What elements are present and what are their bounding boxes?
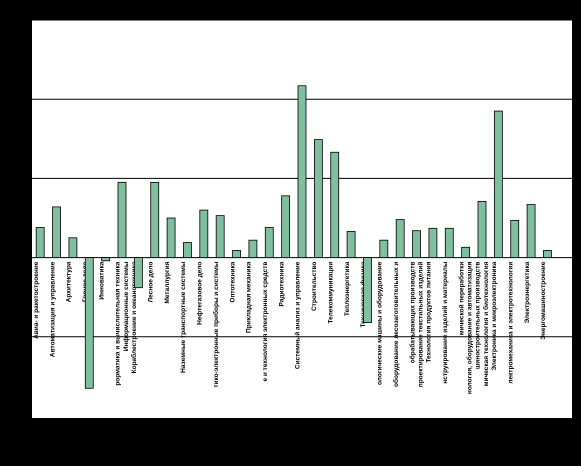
x-tick-label: ологические машины и оборудование — [376, 261, 384, 385]
bar — [412, 230, 421, 258]
bar — [215, 215, 225, 258]
x-tick-label: мической переработки — [457, 262, 465, 336]
x-tick-label: Радиотехника — [278, 261, 285, 306]
x-tick-label: лектромеханика и электротехнологии — [507, 262, 514, 384]
bar — [526, 204, 536, 258]
bar — [461, 246, 471, 259]
bar — [117, 181, 127, 258]
bar — [232, 250, 241, 258]
bar — [428, 227, 438, 259]
bar — [477, 200, 487, 258]
bar — [52, 206, 61, 259]
x-tick-label: Технология продуктов питания — [426, 261, 433, 362]
x-tick-label: мическая технология и биотехнология — [482, 261, 490, 386]
x-tick-label: тико-электронные приборы и системы — [212, 261, 220, 388]
x-tick-label: Наземные транспортные системы — [180, 261, 187, 373]
bar — [150, 181, 160, 258]
x-tick-label: Строительство — [311, 262, 318, 311]
bar — [510, 219, 520, 259]
x-tick-label: Электроника и микроэлектроника — [491, 261, 498, 370]
x-tick-label: Оптотехника — [229, 261, 236, 302]
x-tick-label: Энергомашиностроение — [540, 261, 547, 339]
bar — [297, 85, 307, 258]
x-tick-label: нология, оборудование и автоматизация — [466, 261, 474, 394]
x-tick-label: Кораблестроение и океанотехника — [130, 261, 138, 373]
bar — [543, 250, 552, 258]
x-tick-label: шиностроительных производств — [475, 262, 482, 370]
x-tick-label: Нефтегазовое дело — [197, 262, 204, 325]
bar — [133, 257, 143, 289]
bar — [444, 227, 454, 259]
x-tick-label: Архитектура — [66, 261, 73, 302]
bar — [363, 257, 372, 323]
bar — [281, 195, 291, 259]
bar — [248, 239, 258, 258]
bar — [330, 151, 340, 259]
x-tick-label: оборудование лесозаготовительных и — [392, 262, 400, 387]
bar — [379, 239, 389, 258]
x-tick-label: Системный анализ и управление — [294, 261, 302, 369]
bar — [35, 227, 45, 258]
bar — [264, 227, 274, 258]
bar — [84, 257, 94, 389]
x-tick-label: рорматика и вычислительная техника — [115, 261, 122, 385]
x-tick-label: Телекоммуникации — [327, 262, 334, 324]
x-tick-label: нструирование изделий и материалы — [441, 261, 449, 384]
x-tick-label: Автоматизация и управление — [49, 261, 56, 357]
bar — [313, 139, 323, 258]
x-tick-label: проектирование текстильных изделий — [417, 262, 425, 388]
x-tick-label: Информационные системы — [123, 261, 130, 351]
x-tick-label: Электроэнергетика — [524, 261, 531, 323]
bar — [346, 231, 356, 259]
x-tick-label: Теплоэнергетика — [344, 261, 351, 316]
bar — [101, 257, 111, 262]
bar — [395, 219, 405, 258]
x-tick-label: Инноватика — [98, 261, 105, 299]
bar — [68, 237, 78, 259]
x-tick-label: обрабатывающих производств — [408, 262, 416, 364]
x-tick-label: Авиа- и ракетостроение — [33, 261, 40, 339]
x-tick-label: Прикладная механика — [246, 261, 253, 333]
bar — [166, 217, 176, 258]
x-tick-label: е и технология электронных средств — [262, 262, 269, 382]
x-tick-label: Металлургия — [164, 261, 171, 303]
bar — [493, 110, 503, 259]
bar — [199, 209, 209, 259]
x-tick-label: Лесное дело — [147, 262, 154, 303]
bar — [183, 242, 192, 259]
